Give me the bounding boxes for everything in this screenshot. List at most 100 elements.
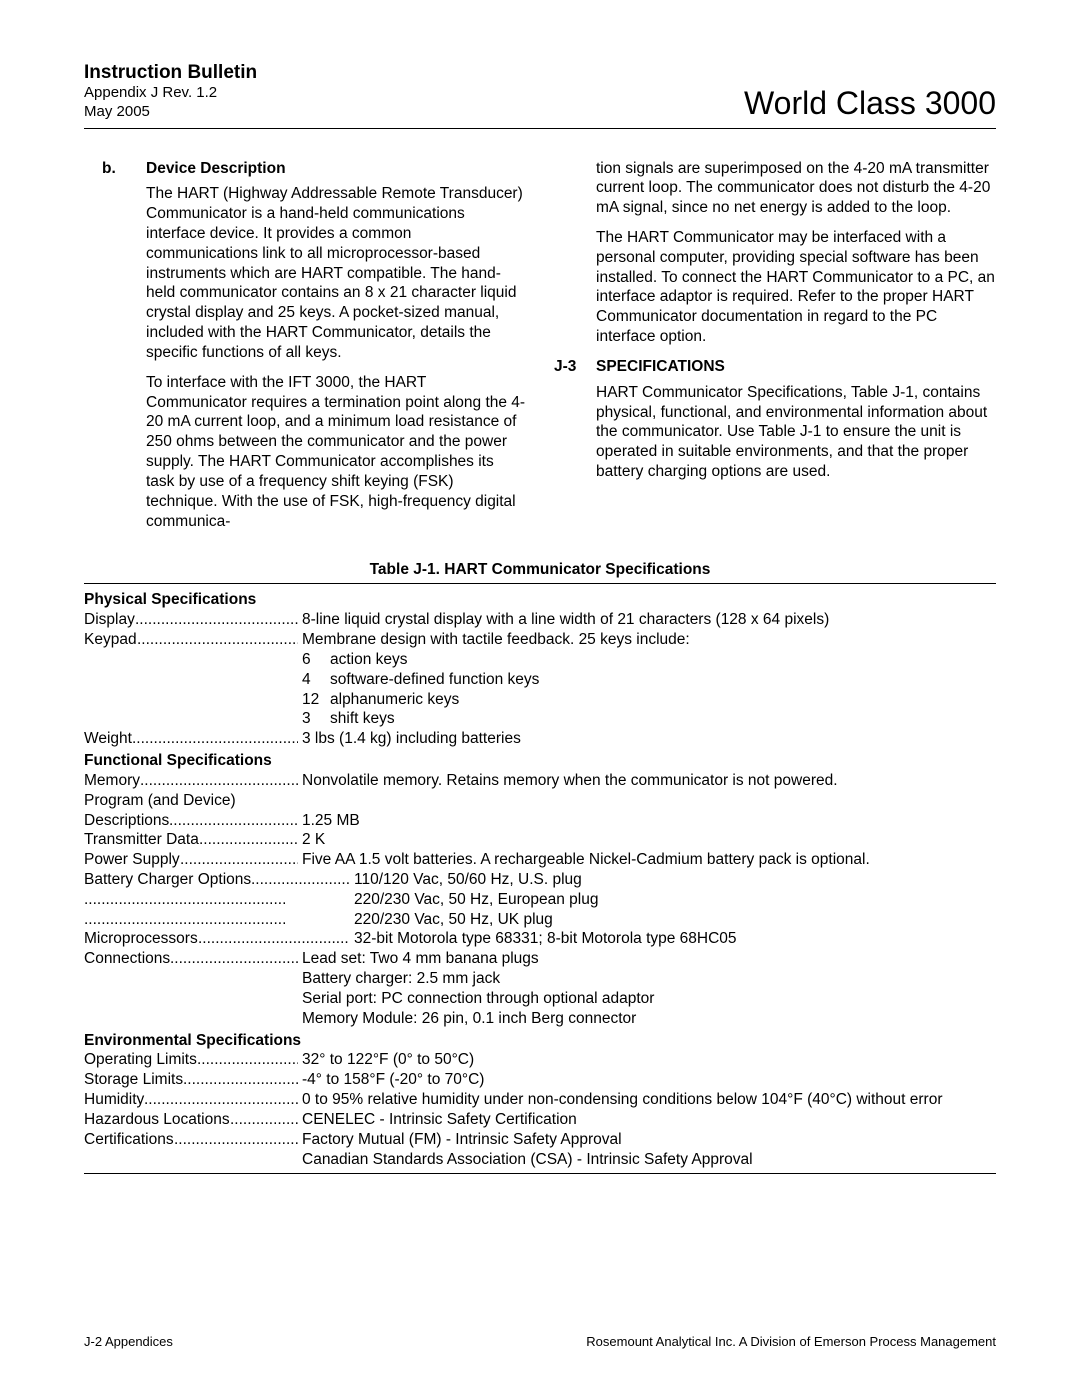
spec-row-st: Storage Limits..........................…	[84, 1070, 996, 1090]
spec-row-batt2: ........................................…	[84, 890, 996, 910]
spec-row-batt: Battery Charger Options.................…	[84, 870, 996, 890]
spec-value: Lead set: Two 4 mm banana plugs	[302, 949, 996, 969]
spec-label	[84, 969, 302, 989]
spec-label: Keypad..................................…	[84, 630, 302, 650]
spec-value: Nonvolatile memory. Retains memory when …	[302, 771, 996, 791]
spec-value: 8-line liquid crystal display with a lin…	[302, 610, 996, 630]
section-j3-heading: J-3 SPECIFICATIONS	[554, 357, 996, 377]
section-j3-title: SPECIFICATIONS	[596, 357, 725, 377]
spec-row-op: Operating Limits........................…	[84, 1050, 996, 1070]
spec-value: Five AA 1.5 volt batteries. A rechargeab…	[302, 850, 996, 870]
section-b-heading: b.Device Description	[84, 159, 526, 179]
spec-label: Connections.............................…	[84, 949, 302, 969]
table-caption: Table J-1. HART Communicator Specificati…	[84, 561, 996, 579]
section-b-title: Device Description	[146, 160, 286, 177]
spec-row-batt3: ........................................…	[84, 910, 996, 930]
page: Instruction Bulletin Appendix J Rev. 1.2…	[0, 0, 1080, 1397]
section-j3-num: J-3	[554, 357, 596, 377]
key-row: 3shift keys	[302, 709, 996, 729]
spec-row-trans: Transmitter Data........................…	[84, 830, 996, 850]
key-row: 6action keys	[302, 650, 996, 670]
spec-row-memory: Memory..................................…	[84, 771, 996, 791]
page-footer: J-2 Appendices Rosemount Analytical Inc.…	[84, 1334, 996, 1349]
para-b3: tion signals are superimposed on the 4-2…	[596, 159, 996, 218]
spec-row-program: Program (and Device)	[84, 791, 996, 811]
doc-date: May 2005	[84, 103, 257, 122]
spec-value: -4° to 158°F (-20° to 70°C)	[302, 1070, 996, 1090]
footer-right: Rosemount Analytical Inc. A Division of …	[586, 1334, 996, 1349]
spec-row-conn2: Battery charger: 2.5 mm jack	[84, 969, 996, 989]
spec-label: Transmitter Data........................…	[84, 830, 302, 850]
spec-value: Battery charger: 2.5 mm jack	[302, 969, 996, 989]
spec-row-hum: Humidity................................…	[84, 1090, 996, 1110]
right-column-top: tion signals are superimposed on the 4-2…	[554, 159, 996, 347]
spec-label	[84, 1009, 302, 1029]
spec-row-display: Display.................................…	[84, 610, 996, 630]
spec-row-haz: Hazardous Locations.....................…	[84, 1110, 996, 1130]
footer-left: J-2 Appendices	[84, 1334, 173, 1349]
spec-label: Descriptions............................…	[84, 811, 302, 831]
spec-label: Memory..................................…	[84, 771, 302, 791]
spec-value: 0 to 95% relative humidity under non-con…	[302, 1090, 996, 1110]
env-spec-title: Environmental Specifications	[84, 1031, 996, 1051]
spec-label: Battery Charger Options.................…	[84, 870, 354, 890]
header-left: Instruction Bulletin Appendix J Rev. 1.2…	[84, 62, 257, 122]
keypad-breakdown: 6action keys 4software-defined function …	[84, 650, 996, 729]
spec-value: Membrane design with tactile feedback. 2…	[302, 630, 996, 650]
right-column: tion signals are superimposed on the 4-2…	[554, 159, 996, 542]
spec-value: Serial port: PC connection through optio…	[302, 989, 996, 1009]
spec-row-conn: Connections.............................…	[84, 949, 996, 969]
bulletin-title: Instruction Bulletin	[84, 62, 257, 84]
spec-row-cert: Certifications..........................…	[84, 1130, 996, 1150]
spec-value: 32-bit Motorola type 68331; 8-bit Motoro…	[354, 929, 996, 949]
spec-row-micro: Microprocessors.........................…	[84, 929, 996, 949]
spec-value: 110/120 Vac, 50/60 Hz, U.S. plug	[354, 870, 996, 890]
spec-row-cert2: Canadian Standards Association (CSA) - I…	[84, 1150, 996, 1170]
section-b-label: b.	[124, 159, 146, 179]
spec-row-desc: Descriptions............................…	[84, 811, 996, 831]
body-columns: b.Device Description The HART (Highway A…	[84, 159, 996, 542]
spec-value: 1.25 MB	[302, 811, 996, 831]
left-column-body: The HART (Highway Addressable Remote Tra…	[84, 184, 526, 531]
spec-row-conn4: Memory Module: 26 pin, 0.1 inch Berg con…	[84, 1009, 996, 1029]
spec-label: Humidity................................…	[84, 1090, 302, 1110]
spec-value: 2 K	[302, 830, 996, 850]
spec-label: Certifications..........................…	[84, 1130, 302, 1150]
spec-label: Microprocessors.........................…	[84, 929, 354, 949]
spec-value: CENELEC - Intrinsic Safety Certification	[302, 1110, 996, 1130]
spec-label: ........................................…	[84, 890, 354, 910]
spec-row-keypad: Keypad..................................…	[84, 630, 996, 650]
product-name: World Class 3000	[744, 85, 996, 122]
para-b4: The HART Communicator may be interfaced …	[596, 228, 996, 347]
spec-row-conn3: Serial port: PC connection through optio…	[84, 989, 996, 1009]
spec-label: Hazardous Locations.....................…	[84, 1110, 302, 1130]
spec-value: Factory Mutual (FM) - Intrinsic Safety A…	[302, 1130, 996, 1150]
spec-label	[84, 989, 302, 1009]
spec-value: 32° to 122°F (0° to 50°C)	[302, 1050, 996, 1070]
spec-value: 220/230 Vac, 50 Hz, UK plug	[354, 910, 996, 930]
page-header: Instruction Bulletin Appendix J Rev. 1.2…	[84, 62, 996, 129]
spec-label: Storage Limits..........................…	[84, 1070, 302, 1090]
para-b1: The HART (Highway Addressable Remote Tra…	[146, 184, 526, 362]
spec-row-power: Power Supply............................…	[84, 850, 996, 870]
spec-value: Memory Module: 26 pin, 0.1 inch Berg con…	[302, 1009, 996, 1029]
key-row: 12alphanumeric keys	[302, 690, 996, 710]
spec-label: Display.................................…	[84, 610, 302, 630]
spec-label: ........................................…	[84, 910, 354, 930]
spec-label: Power Supply............................…	[84, 850, 302, 870]
spec-label: Weight..................................…	[84, 729, 302, 749]
specifications-table: Physical Specifications Display.........…	[84, 583, 996, 1174]
spec-value: 220/230 Vac, 50 Hz, European plug	[354, 890, 996, 910]
appendix-rev: Appendix J Rev. 1.2	[84, 84, 257, 103]
spec-value: Canadian Standards Association (CSA) - I…	[302, 1150, 996, 1170]
spec-value: 3 lbs (1.4 kg) including batteries	[302, 729, 996, 749]
spec-row-weight: Weight..................................…	[84, 729, 996, 749]
physical-spec-title: Physical Specifications	[84, 590, 996, 610]
functional-spec-title: Functional Specifications	[84, 751, 996, 771]
spec-label	[84, 1150, 302, 1170]
para-j3: HART Communicator Specifications, Table …	[596, 383, 996, 482]
key-row: 4software-defined function keys	[302, 670, 996, 690]
left-column: b.Device Description The HART (Highway A…	[84, 159, 526, 542]
right-column-j3: HART Communicator Specifications, Table …	[554, 383, 996, 482]
spec-label: Operating Limits........................…	[84, 1050, 302, 1070]
